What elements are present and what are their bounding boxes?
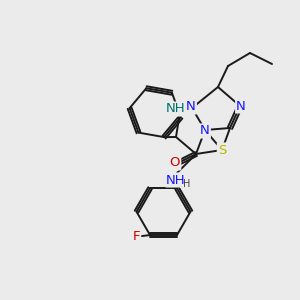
Text: NH: NH: [166, 173, 186, 187]
Text: N: N: [186, 100, 196, 113]
Text: O: O: [170, 157, 180, 169]
Text: F: F: [132, 230, 140, 242]
Text: S: S: [218, 143, 226, 157]
Text: N: N: [200, 124, 210, 137]
Text: NH: NH: [166, 103, 186, 116]
Text: N: N: [236, 100, 246, 112]
Text: H: H: [183, 179, 191, 189]
